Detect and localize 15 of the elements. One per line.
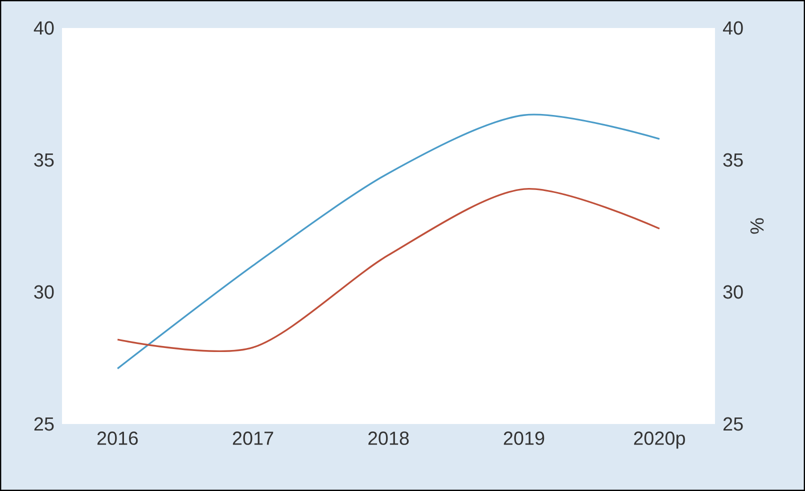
y2-tick-label: 40: [722, 21, 743, 35]
y-tick-label: 25: [34, 417, 54, 431]
y-tick-label: 35: [34, 153, 54, 167]
y-tick-label: 40: [34, 21, 54, 35]
x-tick-label: 2018: [368, 432, 409, 445]
x-tick-label: 2016: [97, 432, 138, 445]
y2-axis-title: %: [750, 218, 764, 234]
y2-tick-label: 25: [723, 417, 743, 431]
y-tick-label: 30: [34, 285, 54, 299]
x-tick-label: 2020p: [634, 432, 685, 449]
x-tick-label: 2017: [232, 432, 274, 445]
y2-tick-label: 35: [723, 153, 743, 167]
line-series: [116, 114, 660, 370]
y2-tick-label: 30: [723, 285, 743, 299]
x-tick-label: 2019: [504, 432, 544, 445]
